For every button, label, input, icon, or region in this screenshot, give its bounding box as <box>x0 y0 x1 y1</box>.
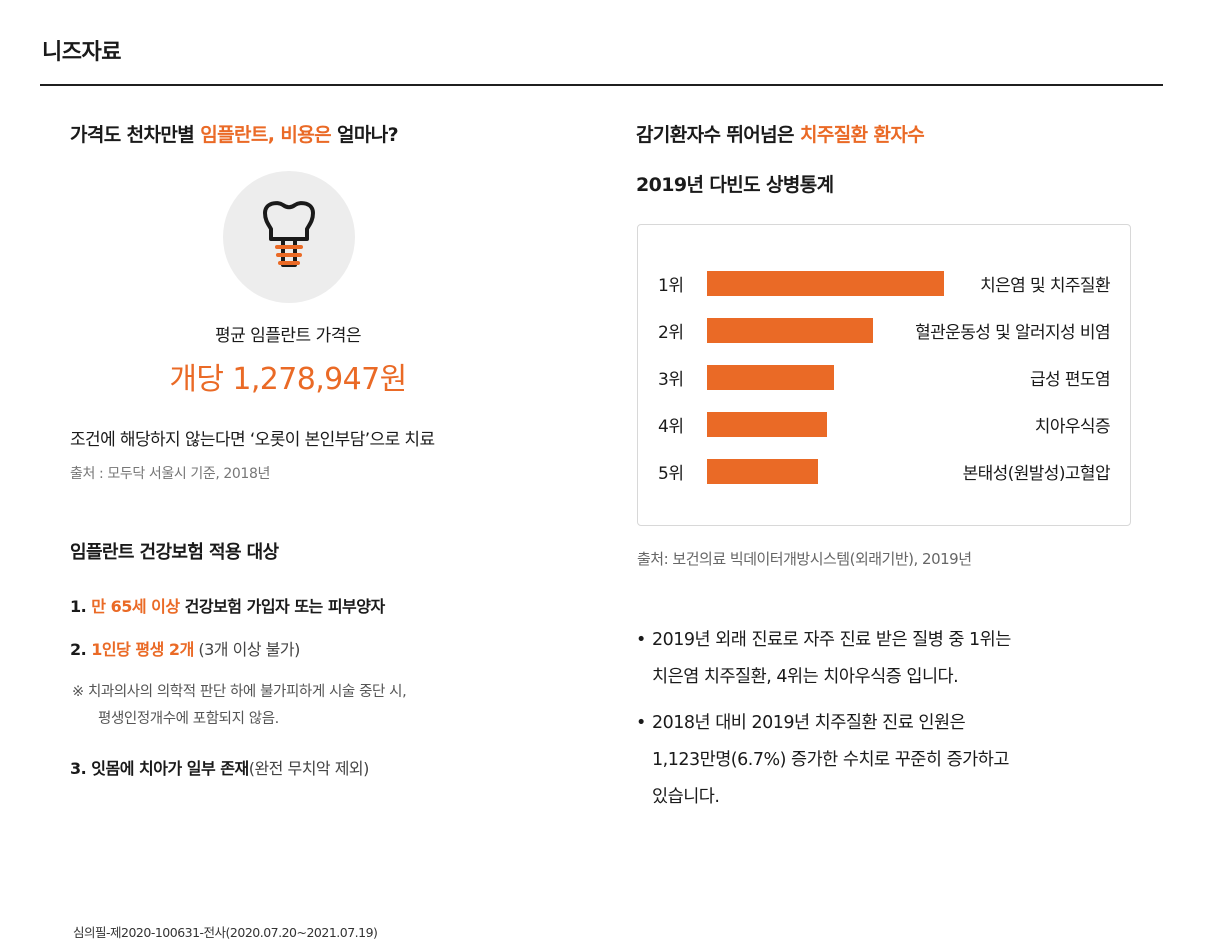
bullet-item-1: • 2019년 외래 진료로 자주 진료 받은 질병 중 1위는 치은염 치주질… <box>636 622 1011 696</box>
insurance-title: 임플란트 건강보험 적용 대상 <box>70 542 279 563</box>
item-text-plain: (완전 무치악 제외) <box>248 759 370 778</box>
chart-bar <box>707 318 873 343</box>
item-accent: 1인당 평생 2개 <box>91 640 194 659</box>
item-number: 2. <box>70 640 92 659</box>
approval-footer: 심의필-제2020-100631-전사(2020.07.20~2021.07.1… <box>73 925 378 940</box>
avg-price-value: 개당 1,278,947원 <box>169 362 407 397</box>
chart-rank-label: 1위 <box>658 276 684 296</box>
heading-prefix: 가격도 천차만별 <box>70 124 201 146</box>
bullet-item-2: • 2018년 대비 2019년 치주질환 진료 인원은 1,123만명(6.7… <box>636 705 1009 816</box>
implant-cost-heading: 가격도 천차만별 임플란트, 비용은 얼마나? <box>70 120 399 147</box>
chart-bar <box>707 412 827 437</box>
insurance-item-3: 3. 잇몸에 치아가 일부 존재(완전 무치악 제외) <box>70 755 369 779</box>
chart-bar <box>707 365 834 390</box>
chart-bar <box>707 271 944 296</box>
implant-icon-circle <box>223 171 355 303</box>
chart-disease-label: 급성 편도염 <box>1029 370 1111 390</box>
avg-price-label: 평균 임플란트 가격은 <box>214 326 362 346</box>
chart-disease-label: 치아우식증 <box>1034 417 1111 437</box>
chart-rank-label: 5위 <box>658 464 684 484</box>
chart-bar <box>707 459 818 484</box>
insurance-item-2: 2. 1인당 평생 2개 (3개 이상 불가) <box>70 636 300 660</box>
self-pay-note: 조건에 해당하지 않는다면 ‘오롯이 본인부담’으로 치료 <box>70 430 435 450</box>
insurance-item-1: 1. 만 65세 이상 건강보험 가입자 또는 피부양자 <box>70 593 385 617</box>
bullet-dot: • <box>636 630 646 650</box>
patient-count-heading: 감기환자수 뛰어넘은 치주질환 환자수 <box>636 120 925 147</box>
item-number: 1. <box>70 597 92 616</box>
item-accent: 만 65세 이상 <box>91 597 180 616</box>
title-divider <box>40 84 1163 86</box>
item-text: 건강보험 가입자 또는 피부양자 <box>179 597 386 616</box>
chart-disease-label: 치은염 및 치주질환 <box>980 276 1111 296</box>
disease-ranking-chart: 1위 치은염 및 치주질환 2위 혈관운동성 및 알러지성 비염 3위 급성 편도염 4위 치… <box>637 224 1131 526</box>
item-text: 3. 잇몸에 치아가 일부 존재 <box>70 759 249 778</box>
bullet-dot: • <box>636 713 646 733</box>
chart-source: 출처: 보건의료 빅데이터개방시스템(외래기반), 2019년 <box>637 550 972 568</box>
dental-implant-icon <box>263 201 315 267</box>
heading-accent: 치주질환 환자수 <box>799 124 925 146</box>
page-title: 니즈자료 <box>42 40 121 65</box>
heading-accent: 임플란트, 비용은 <box>200 124 331 146</box>
statistics-heading: 2019년 다빈도 상병통계 <box>636 174 834 196</box>
bullet-line: 있습니다. <box>652 787 720 807</box>
chart-rank-label: 4위 <box>658 417 684 437</box>
bullet-line: 치은염 치주질환, 4위는 치아우식증 입니다. <box>652 667 959 687</box>
footnote-line-2: 평생인정개수에 포함되지 않음. <box>98 711 279 727</box>
chart-disease-label: 혈관운동성 및 알러지성 비염 <box>915 323 1111 343</box>
chart-rank-label: 3위 <box>658 370 684 390</box>
item-text: (3개 이상 불가) <box>193 640 300 659</box>
bullet-line: 1,123만명(6.7%) 증가한 수치로 꾸준히 증가하고 <box>652 750 1009 770</box>
heading-prefix: 감기환자수 뛰어넘은 <box>636 124 800 146</box>
bullet-line: 2018년 대비 2019년 치주질환 진료 인원은 <box>652 713 966 733</box>
chart-disease-label: 본태성(원발성)고혈압 <box>962 464 1111 484</box>
chart-rank-label: 2위 <box>658 323 684 343</box>
bullet-line: 2019년 외래 진료로 자주 진료 받은 질병 중 1위는 <box>652 630 1011 650</box>
insurance-footnote: ※ 치과의사의 의학적 판단 하에 불가피하게 시술 중단 시, 평생인정개수에… <box>72 679 407 733</box>
heading-suffix: 얼마나? <box>331 124 399 146</box>
footnote-line-1: ※ 치과의사의 의학적 판단 하에 불가피하게 시술 중단 시, <box>72 684 407 700</box>
price-source: 출처 : 모두닥 서울시 기준, 2018년 <box>70 466 270 482</box>
